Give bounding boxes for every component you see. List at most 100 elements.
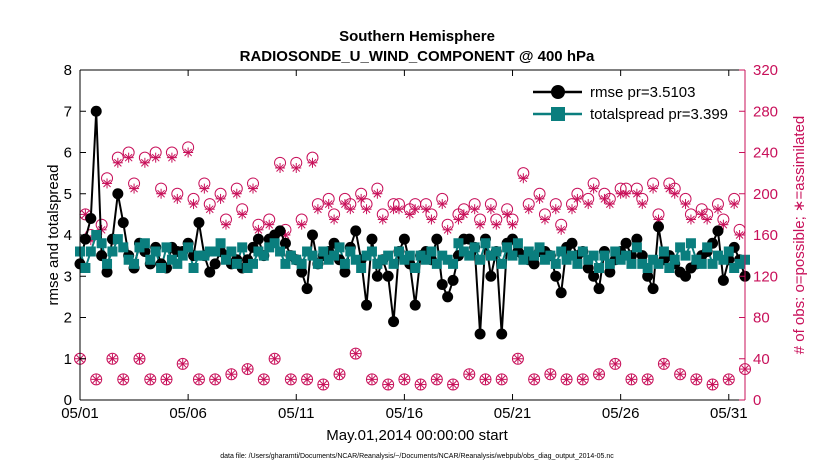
totalspread-point bbox=[210, 246, 221, 257]
possible-obs-point bbox=[133, 352, 146, 365]
assimilated-obs-point bbox=[707, 379, 718, 390]
totalspread-point bbox=[453, 238, 464, 249]
possible-obs-point bbox=[176, 357, 189, 370]
assimilated-obs-point bbox=[702, 214, 713, 225]
y2-tick-label: 320 bbox=[753, 62, 778, 79]
assimilated-obs-point bbox=[107, 353, 118, 364]
assimilated-obs-point bbox=[291, 162, 302, 173]
totalspread-point bbox=[91, 230, 102, 240]
assimilated-obs-point bbox=[161, 374, 172, 385]
totalspread-point bbox=[361, 250, 372, 261]
assimilated-obs-point bbox=[545, 369, 556, 380]
x-tick-label: 05/21 bbox=[494, 405, 532, 422]
rmse-point bbox=[642, 270, 654, 282]
totalspread-point bbox=[718, 254, 729, 265]
possible-obs-point bbox=[479, 373, 492, 386]
possible-obs-point bbox=[257, 373, 270, 386]
assimilated-obs-point bbox=[296, 219, 307, 230]
assimilated-obs-point bbox=[561, 374, 572, 385]
assimilated-obs-point bbox=[372, 188, 383, 199]
assimilated-obs-point bbox=[237, 209, 248, 220]
totalspread-point bbox=[345, 246, 356, 257]
x-tick-label: 05/16 bbox=[386, 405, 424, 422]
y2-tick-label: 40 bbox=[753, 351, 770, 368]
assimilated-obs-point bbox=[404, 209, 415, 220]
totalspread-point bbox=[426, 246, 437, 257]
possible-obs-point bbox=[625, 373, 638, 386]
totalspread-point bbox=[366, 246, 377, 257]
totalspread-point bbox=[545, 250, 556, 261]
x-tick-label: 05/26 bbox=[602, 405, 640, 422]
totalspread-point bbox=[269, 238, 280, 249]
totalspread-point bbox=[199, 250, 210, 261]
rmse-point bbox=[680, 270, 692, 282]
totalspread-point bbox=[712, 250, 723, 261]
totalspread-point bbox=[329, 250, 340, 261]
totalspread-point bbox=[323, 254, 334, 265]
possible-obs-point bbox=[576, 373, 589, 386]
assimilated-obs-point bbox=[129, 183, 140, 194]
assimilated-obs-point bbox=[123, 152, 134, 163]
assimilated-obs-point bbox=[199, 183, 210, 194]
rmse-point bbox=[279, 237, 291, 249]
chart-subtitle: RADIOSONDE_U_WIND_COMPONENT @ 400 hPa bbox=[240, 48, 595, 65]
totalspread-point bbox=[604, 258, 615, 269]
rmse-point bbox=[371, 270, 383, 282]
rmse-point bbox=[306, 229, 318, 241]
totalspread-point bbox=[312, 258, 323, 269]
assimilated-obs-point bbox=[685, 214, 696, 225]
rmse-point bbox=[388, 316, 400, 328]
y-tick-label: 2 bbox=[64, 310, 72, 327]
totalspread-point bbox=[696, 258, 707, 269]
totalspread-point bbox=[150, 246, 161, 257]
totalspread-point bbox=[610, 246, 621, 257]
assimilated-obs-point bbox=[166, 152, 177, 163]
assimilated-obs-point bbox=[377, 214, 388, 225]
assimilated-obs-point bbox=[642, 374, 653, 385]
possible-obs-point bbox=[414, 378, 427, 391]
legend-totalspread-marker bbox=[551, 107, 565, 121]
possible-obs-point bbox=[690, 373, 703, 386]
assimilated-obs-point bbox=[242, 364, 253, 375]
totalspread-point bbox=[161, 242, 172, 253]
totalspread-point bbox=[188, 263, 199, 273]
totalspread-point bbox=[307, 250, 318, 261]
totalspread-point bbox=[285, 250, 296, 261]
totalspread-point bbox=[356, 263, 367, 273]
totalspread-point bbox=[404, 250, 415, 261]
possible-obs-point bbox=[447, 378, 460, 391]
rmse-point bbox=[436, 279, 448, 290]
rmse-point bbox=[566, 237, 578, 249]
assimilated-obs-point bbox=[577, 374, 588, 385]
possible-obs-point bbox=[225, 368, 238, 381]
assimilated-obs-point bbox=[604, 199, 615, 210]
totalspread-point bbox=[621, 250, 632, 261]
rmse-point bbox=[274, 225, 286, 237]
y-tick-label: 6 bbox=[64, 145, 72, 162]
assimilated-obs-point bbox=[469, 204, 480, 215]
y2-tick-label: 0 bbox=[753, 392, 761, 409]
totalspread-point bbox=[96, 238, 107, 249]
y2-tick-label: 280 bbox=[753, 103, 778, 120]
assimilated-obs-point bbox=[302, 374, 313, 385]
assimilated-obs-point bbox=[220, 219, 231, 230]
assimilated-obs-point bbox=[269, 353, 280, 364]
assimilated-obs-point bbox=[172, 193, 183, 204]
rmse-point bbox=[296, 266, 308, 278]
assimilated-obs-point bbox=[323, 199, 334, 210]
totalspread-point bbox=[80, 263, 91, 273]
totalspread-point bbox=[458, 246, 469, 257]
rmse-point bbox=[485, 270, 497, 282]
rmse-point bbox=[636, 250, 648, 262]
assimilated-obs-point bbox=[231, 188, 242, 199]
totalspread-point bbox=[561, 254, 572, 265]
possible-obs-point bbox=[544, 368, 557, 381]
totalspread-point bbox=[734, 258, 745, 269]
legend: rmse pr=3.5103 totalspread pr=3.399 bbox=[525, 76, 737, 124]
assimilated-obs-point bbox=[491, 219, 502, 230]
rmse-point bbox=[647, 283, 659, 295]
rmse-point bbox=[366, 233, 378, 245]
assimilated-obs-point bbox=[507, 219, 518, 230]
